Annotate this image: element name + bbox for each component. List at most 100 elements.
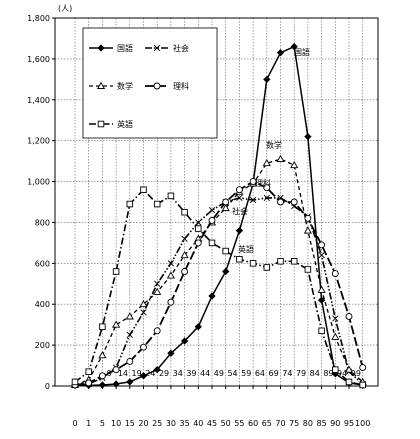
legend-box — [82, 27, 218, 139]
inner-x-label: 84 — [310, 369, 320, 378]
data-point-triangle — [303, 226, 312, 234]
data-point-square — [263, 264, 271, 271]
data-point-square — [345, 378, 353, 386]
x-tick-label: 10 — [111, 419, 121, 428]
data-point-triangle — [153, 287, 162, 295]
inner-x-label: 29 — [159, 369, 169, 378]
series-line — [74, 45, 363, 387]
data-point-circle — [304, 214, 312, 222]
data-point-triangle — [112, 320, 121, 328]
x-tick-label: 75 — [289, 419, 299, 428]
legend-label: 国語 — [117, 43, 133, 53]
y-tick-label: 0 — [45, 382, 50, 391]
data-point-square — [249, 260, 257, 267]
x-tick-label: 25 — [152, 419, 162, 428]
data-point-circle — [359, 364, 367, 372]
x-tick-label: 100 — [355, 419, 370, 428]
x-tick-label: 15 — [125, 419, 135, 428]
series-group — [70, 42, 367, 390]
data-point-triangle — [139, 300, 148, 308]
y-tick-label: 200 — [35, 341, 50, 350]
x-tick-label: 20 — [138, 419, 148, 428]
x-tick-label: 90 — [330, 419, 340, 428]
inner-x-label: 99 — [351, 369, 361, 378]
inner-x-label: 64 — [255, 369, 265, 378]
series-label-理科: 理科 — [255, 178, 271, 188]
inner-x-label: 34 — [173, 369, 183, 378]
legend-entry: 国語 — [89, 43, 133, 53]
data-point-circle — [345, 313, 353, 320]
series-line — [74, 158, 364, 386]
y-tick-label: 800 — [35, 218, 50, 227]
x-tick-label: 0 — [72, 419, 77, 428]
x-tick-label: 65 — [262, 419, 272, 428]
inner-x-label: 9 — [107, 369, 112, 378]
inner-x-label: 19 — [132, 369, 142, 378]
data-point-triangle — [221, 203, 230, 212]
legend-entry: 英語 — [89, 119, 133, 129]
data-point-x — [153, 44, 161, 52]
data-point-triangle — [96, 81, 106, 89]
data-point-x — [208, 207, 216, 214]
series-英語 — [71, 186, 366, 389]
data-point-circle — [140, 343, 147, 351]
data-point-square — [71, 378, 79, 386]
series-line — [74, 180, 364, 386]
x-tick-label: 45 — [207, 419, 217, 428]
data-point-triangle — [166, 271, 175, 279]
data-point-x — [263, 194, 270, 202]
data-point-square — [140, 186, 147, 193]
data-point-triangle — [290, 160, 299, 169]
data-point-circle — [222, 198, 230, 206]
data-point-circle — [112, 366, 120, 374]
data-point-circle — [277, 198, 284, 206]
data-point-diamond — [208, 292, 216, 300]
data-point-circle — [290, 198, 298, 206]
data-point-diamond — [167, 349, 175, 357]
y-tick-label: 1,600 — [27, 55, 50, 64]
y-axis-unit-label: (人) — [58, 4, 72, 13]
series-label-数学: 数学 — [266, 140, 282, 150]
data-point-triangle — [276, 154, 285, 163]
data-point-circle — [167, 298, 175, 306]
legend-entry: 数学 — [89, 81, 133, 91]
inner-x-labels: 9 14 19 24 29 34 39 44 49 54 59 64 69 74 79 84 89 94 99 — [107, 369, 361, 378]
legend-label: 社会 — [173, 43, 189, 53]
legend-entry: 社会 — [145, 43, 189, 53]
data-point-square — [290, 258, 298, 265]
data-point-triangle — [262, 158, 271, 167]
x-tick-label: 30 — [166, 419, 176, 428]
series-line — [74, 197, 364, 386]
data-point-x — [236, 194, 243, 202]
y-tick-label: 1,800 — [27, 14, 50, 23]
data-point-square — [112, 268, 120, 275]
data-point-diamond — [304, 132, 312, 141]
data-point-square — [167, 192, 175, 200]
data-point-diamond — [222, 267, 230, 276]
y-tick-label: 1,400 — [27, 96, 50, 105]
data-point-x — [195, 219, 202, 226]
data-point-diamond — [194, 323, 202, 331]
x-tick-label: 60 — [248, 419, 258, 428]
data-point-diamond — [98, 381, 107, 389]
data-point-circle — [194, 239, 202, 247]
data-point-square — [359, 381, 366, 389]
data-point-diamond — [317, 296, 326, 304]
data-point-triangle — [317, 285, 326, 293]
data-point-circle — [208, 216, 216, 224]
legend-label: 理科 — [173, 81, 189, 91]
data-point-diamond — [112, 380, 120, 388]
data-point-diamond — [126, 378, 134, 386]
x-tick-label: 50 — [221, 419, 231, 428]
data-point-triangle — [344, 365, 354, 373]
data-point-x — [126, 331, 133, 339]
inner-x-label: 59 — [241, 369, 251, 378]
data-point-circle — [153, 82, 161, 90]
plot-frame — [54, 17, 379, 387]
inner-x-label: 89 — [323, 369, 333, 378]
data-point-circle — [235, 186, 243, 194]
data-point-square — [153, 200, 161, 208]
x-tick-label: 70 — [275, 419, 285, 428]
data-point-triangle — [98, 351, 107, 359]
